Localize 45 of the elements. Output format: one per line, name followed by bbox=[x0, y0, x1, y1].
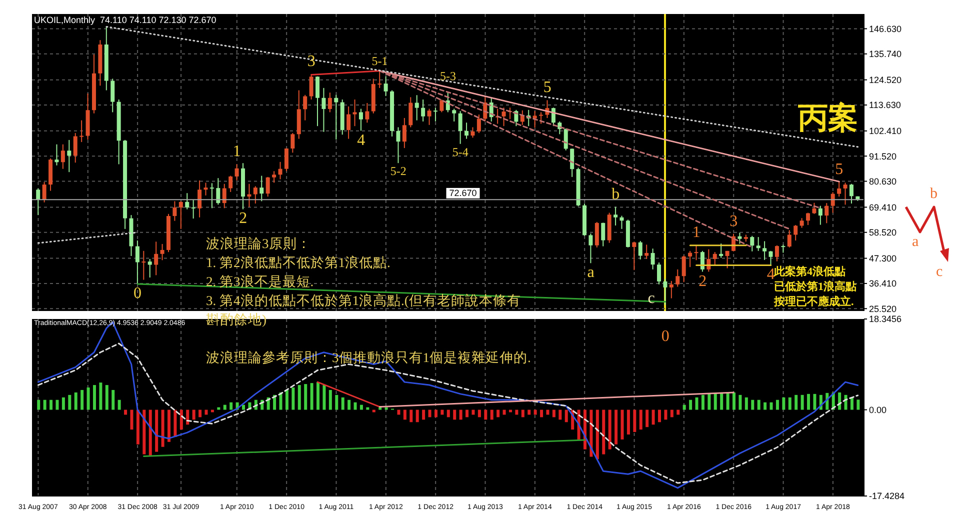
y-tick-label: 69.410 bbox=[869, 202, 897, 212]
y-tick-label: -17.4284 bbox=[869, 491, 905, 502]
y-tick-label: 80.630 bbox=[869, 176, 897, 186]
annotation: 1. 第2浪低點不低於第1浪低點. bbox=[206, 254, 390, 272]
chart-title: UKOIL,Monthly 74.110 74.110 72.130 72.670 bbox=[34, 15, 216, 25]
y-tick-label: 113.630 bbox=[869, 100, 901, 110]
text: b bbox=[930, 186, 938, 203]
y-tick-label: 91.520 bbox=[869, 151, 897, 162]
annotation: 2 bbox=[698, 272, 707, 290]
annotation: a bbox=[587, 264, 594, 282]
text: a bbox=[912, 234, 919, 251]
annotation: 1 bbox=[232, 143, 241, 160]
y-tick-label: 135.740 bbox=[869, 49, 902, 60]
annotation: 5-2 bbox=[390, 164, 406, 178]
y-tick-label: 146.630 bbox=[869, 24, 902, 34]
annotation: 已低於第1浪高點 bbox=[774, 280, 856, 294]
annotation: 3 bbox=[730, 212, 738, 230]
annotation: b bbox=[612, 186, 620, 203]
y-tick-label: 18.3456 bbox=[869, 314, 902, 324]
annotation: 0 bbox=[661, 328, 670, 345]
annotation: 按理已不應成立. bbox=[774, 295, 854, 309]
annotation: 4 bbox=[357, 132, 366, 149]
annotation: 5-4 bbox=[452, 144, 468, 159]
annotation: 丙案 bbox=[798, 100, 858, 137]
annotation: 5-1 bbox=[372, 54, 388, 68]
text: c bbox=[936, 264, 943, 281]
annotation: 2 bbox=[239, 210, 248, 228]
ref-line-label: 72.670 bbox=[449, 188, 477, 198]
annotation: 3 bbox=[307, 53, 316, 70]
annotation: 4 bbox=[766, 266, 775, 284]
annotation: 2. 第3浪不是最短. bbox=[206, 273, 314, 291]
annotation: 1 bbox=[692, 224, 700, 242]
annotation: 波浪理論3原則： bbox=[206, 235, 311, 253]
y-tick-label: 47.300 bbox=[869, 254, 897, 264]
y-tick-label: 25.520 bbox=[869, 304, 897, 314]
y-tick-label: 36.410 bbox=[869, 278, 897, 289]
y-tick-label: 102.410 bbox=[869, 126, 902, 136]
y-tick-label: 0.00 bbox=[869, 404, 887, 415]
annotation: 5 bbox=[835, 160, 844, 178]
y-tick-label: 124.520 bbox=[869, 75, 902, 86]
annotation: 5-3 bbox=[440, 69, 456, 84]
y-tick-label: 58.520 bbox=[869, 228, 897, 238]
annotation: 0 bbox=[134, 284, 142, 302]
annotation: 5 bbox=[543, 79, 552, 96]
annotation: 此案第4浪低點 bbox=[774, 265, 846, 278]
